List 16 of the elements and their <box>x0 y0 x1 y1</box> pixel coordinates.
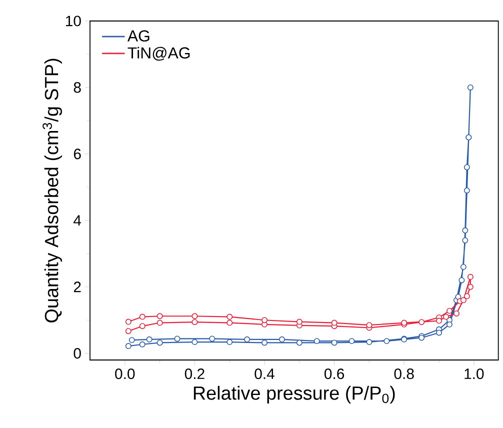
y-tick-label: 2 <box>74 282 81 292</box>
y-tick-label: 10 <box>66 16 81 26</box>
legend-label: TiN@AG <box>128 46 190 61</box>
legend-label: AG <box>127 30 150 42</box>
x-tick-label: 0.6 <box>324 368 344 380</box>
x-tick-label: 0.2 <box>184 368 204 380</box>
x-tick-label: 0.4 <box>254 368 274 380</box>
y-axis-title: Quantity Adsorbed (cm$^{3}$/g STP) <box>42 58 62 322</box>
x-axis-title: Relative pressure (P/P$_{0}$) <box>194 386 395 404</box>
x-tick-label: 0.0 <box>115 368 135 380</box>
y-tick-label: 0 <box>74 348 81 359</box>
x-tick-label: 1.0 <box>464 368 484 380</box>
y-tick-label: 8 <box>74 82 81 93</box>
x-tick-label: 0.8 <box>394 368 414 380</box>
y-tick-label: 4 <box>74 215 82 226</box>
y-tick-label: 6 <box>74 148 81 160</box>
